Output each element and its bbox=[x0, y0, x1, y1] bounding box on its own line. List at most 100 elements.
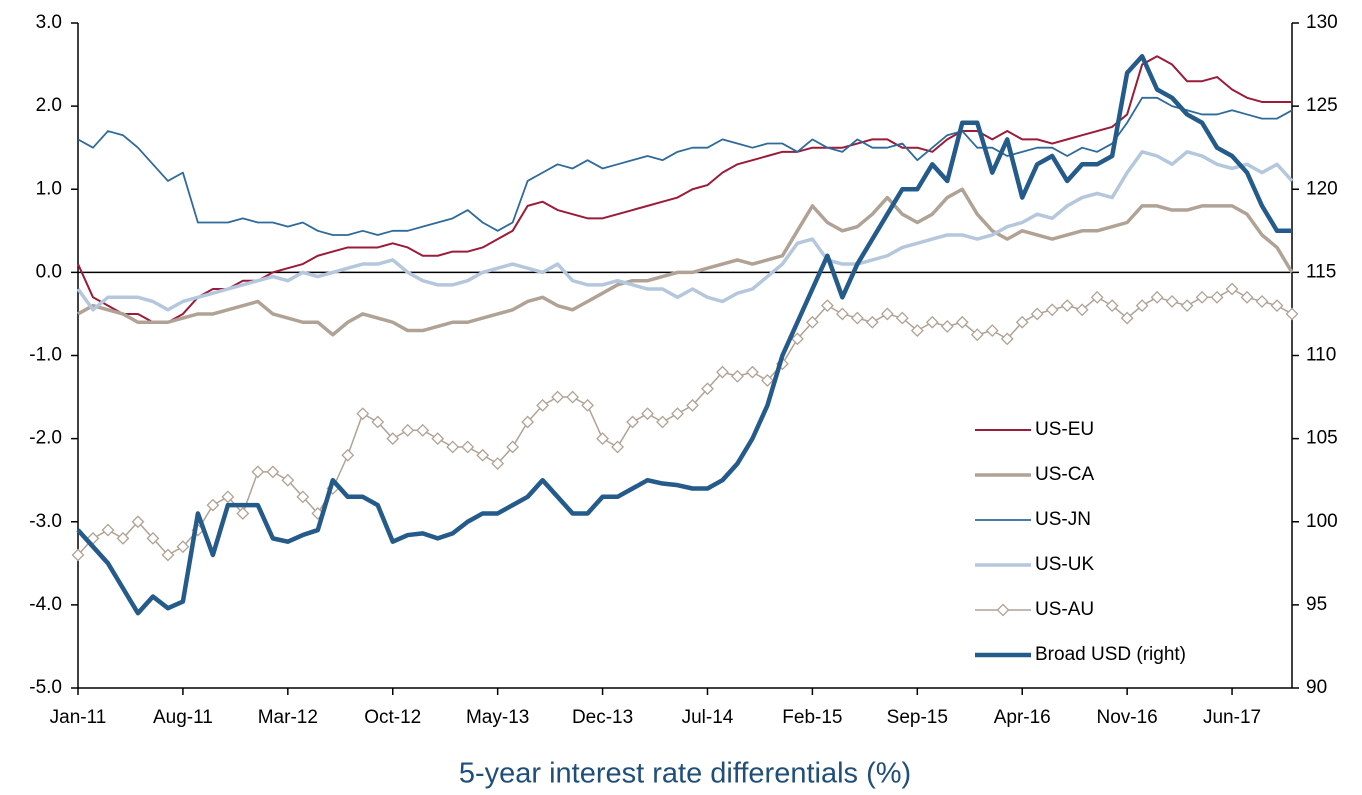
series-marker bbox=[1150, 290, 1164, 304]
series-marker bbox=[656, 415, 669, 429]
series-marker bbox=[1270, 299, 1284, 313]
series-marker bbox=[1225, 282, 1239, 296]
series-marker bbox=[686, 398, 699, 412]
y-tick-label: -2.0 bbox=[29, 428, 62, 449]
series-marker bbox=[940, 319, 954, 333]
y-tick-label: 2.0 bbox=[36, 95, 62, 116]
x-tick-label: Apr-16 bbox=[994, 707, 1051, 728]
x-tick-label: Jan-11 bbox=[50, 707, 107, 728]
series-marker bbox=[835, 307, 849, 321]
series-marker bbox=[626, 415, 639, 429]
series-marker bbox=[566, 390, 580, 404]
y-tick-label: -3.0 bbox=[29, 511, 62, 532]
series-line bbox=[76, 150, 1294, 312]
y-tick-label: 1.0 bbox=[36, 178, 62, 199]
series-marker bbox=[281, 473, 295, 487]
y2-tick-label: 115 bbox=[1306, 261, 1336, 282]
legend-label: US-EU bbox=[1035, 419, 1094, 440]
y2-tick-label: 100 bbox=[1306, 511, 1338, 532]
legend-marker bbox=[996, 603, 1010, 617]
series-marker bbox=[1180, 299, 1194, 313]
series-marker bbox=[925, 315, 939, 329]
series-marker bbox=[1240, 290, 1254, 304]
series-marker bbox=[790, 332, 804, 346]
series-marker bbox=[671, 407, 684, 421]
series-marker bbox=[206, 498, 220, 512]
series-marker bbox=[1135, 299, 1149, 313]
y2-tick-label: 110 bbox=[1306, 345, 1336, 366]
series-marker bbox=[416, 423, 430, 437]
series-line bbox=[77, 288, 1293, 556]
series-marker bbox=[1195, 290, 1209, 304]
series-marker bbox=[386, 432, 400, 446]
y2-tick-label: 125 bbox=[1306, 95, 1338, 116]
series-marker bbox=[116, 531, 130, 545]
series-marker bbox=[805, 315, 819, 329]
series-marker bbox=[266, 465, 280, 479]
x-tick-label: Sep-15 bbox=[887, 707, 948, 728]
y2-tick-label: 105 bbox=[1306, 428, 1338, 449]
y2-tick-label: 90 bbox=[1306, 677, 1327, 698]
series-marker bbox=[476, 448, 490, 462]
series-marker bbox=[536, 398, 550, 412]
series-marker bbox=[716, 365, 729, 379]
series-marker bbox=[461, 440, 475, 454]
legend-label: US-JN bbox=[1035, 509, 1091, 530]
x-tick-label: Oct-12 bbox=[364, 707, 421, 728]
series-marker bbox=[446, 440, 460, 454]
series-marker bbox=[1285, 307, 1299, 321]
series-marker bbox=[1000, 332, 1014, 346]
series-marker bbox=[1015, 315, 1029, 329]
series-marker bbox=[296, 490, 310, 504]
series-marker bbox=[521, 415, 535, 429]
x-tick-label: Aug-11 bbox=[153, 707, 213, 728]
series-marker bbox=[985, 324, 999, 337]
x-tick-label: Mar-12 bbox=[258, 707, 318, 728]
series-marker bbox=[1165, 295, 1179, 308]
y2-tick-label: 95 bbox=[1306, 594, 1327, 615]
series-line bbox=[76, 54, 1292, 616]
series-marker bbox=[1210, 290, 1224, 304]
series-marker bbox=[356, 407, 370, 421]
series-marker bbox=[1060, 299, 1074, 313]
series-marker bbox=[1030, 307, 1044, 321]
series-marker bbox=[236, 507, 250, 520]
series-marker bbox=[1045, 303, 1059, 317]
series-marker bbox=[641, 407, 654, 421]
series-marker bbox=[1255, 295, 1269, 308]
legend-label: US-CA bbox=[1035, 464, 1094, 485]
series-marker bbox=[746, 365, 759, 379]
y-tick-label: -4.0 bbox=[29, 594, 62, 615]
x-tick-label: May-13 bbox=[466, 707, 529, 728]
legend-label: Broad USD (right) bbox=[1035, 644, 1186, 665]
y-tick-label: -5.0 bbox=[29, 677, 62, 698]
x-tick-label: Jun-17 bbox=[1203, 707, 1261, 728]
x-tick-label: Dec-13 bbox=[572, 707, 633, 728]
series-marker bbox=[341, 448, 355, 462]
series-marker bbox=[955, 315, 969, 329]
y-tick-label: -1.0 bbox=[29, 345, 62, 366]
x-tick-label: Jul-14 bbox=[682, 707, 734, 728]
series-marker bbox=[1090, 290, 1104, 304]
y-tick-label: 3.0 bbox=[36, 12, 62, 33]
series-marker bbox=[491, 457, 505, 470]
x-tick-label: Nov-16 bbox=[1097, 707, 1158, 728]
series-marker bbox=[251, 465, 265, 479]
series-line bbox=[77, 55, 1292, 324]
series-marker bbox=[970, 328, 984, 342]
series-marker bbox=[910, 324, 924, 337]
series-marker bbox=[176, 540, 190, 554]
series-marker bbox=[581, 398, 594, 412]
x-tick-label: Feb-15 bbox=[782, 707, 842, 728]
series-marker bbox=[880, 307, 894, 321]
series-marker bbox=[611, 440, 624, 454]
series-marker bbox=[850, 311, 864, 325]
series-marker bbox=[731, 369, 744, 383]
series-marker bbox=[1120, 311, 1134, 325]
series-marker bbox=[865, 315, 879, 329]
series-marker bbox=[401, 423, 415, 437]
series-marker bbox=[101, 523, 115, 537]
series-marker bbox=[596, 432, 609, 446]
series-line bbox=[77, 187, 1294, 337]
